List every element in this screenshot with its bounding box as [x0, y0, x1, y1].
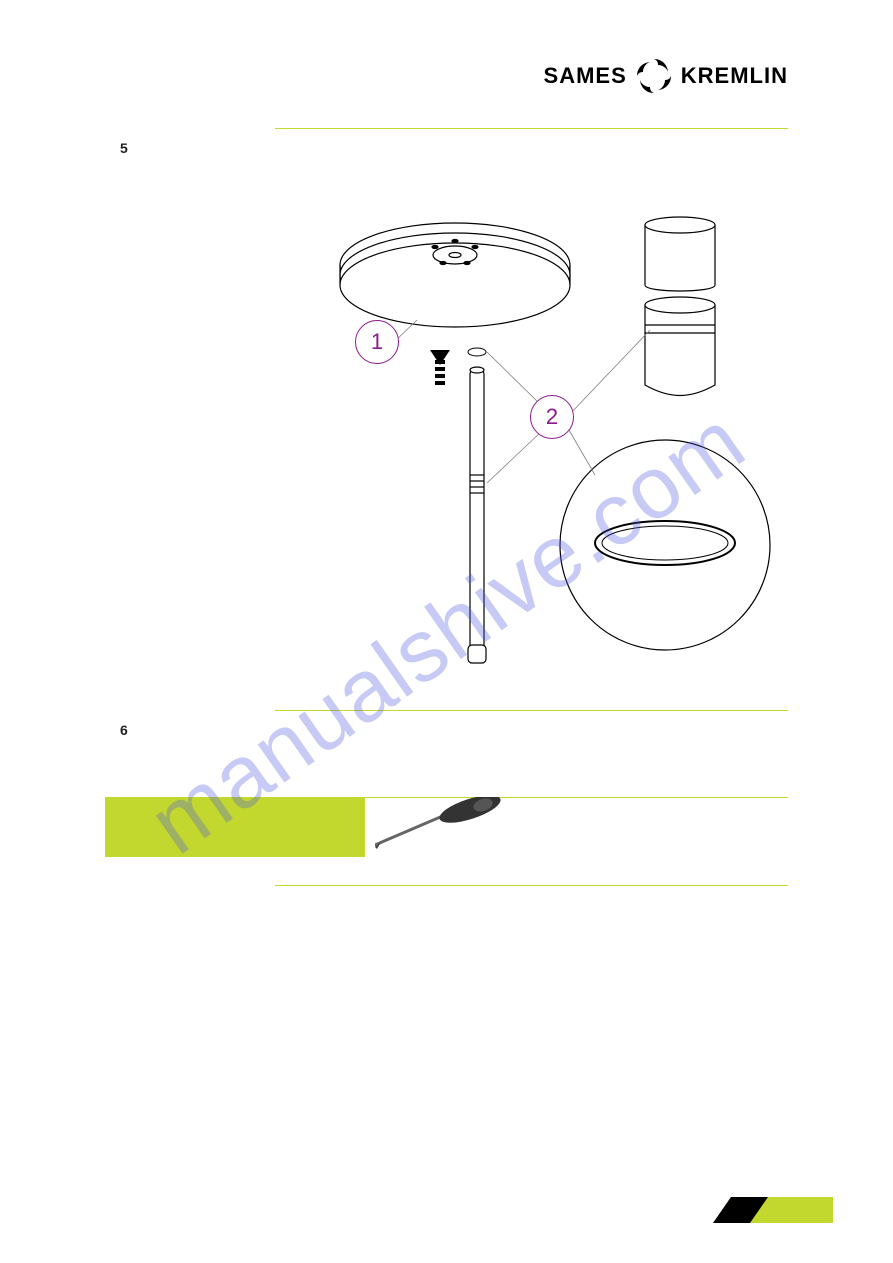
callout-1: 1: [355, 320, 399, 364]
tool-row-bottom-rule: [275, 885, 788, 886]
step-5-label: 5: [120, 140, 128, 156]
screwdriver-icon: [375, 797, 515, 852]
brand-right: KREMLIN: [681, 63, 788, 89]
brand-logo: SAMES KREMLIN: [544, 55, 788, 97]
callout-1-label: 1: [371, 329, 383, 355]
step-6-label: 6: [120, 722, 128, 738]
step-5-diagram: 1 2: [275, 155, 788, 695]
callout-2: 2: [530, 395, 574, 439]
step-6-rule: [275, 710, 788, 711]
brand-swirl-icon: [633, 55, 675, 97]
tool-label-box: [105, 797, 365, 857]
up-arrow-icon: [430, 350, 450, 385]
callout-2-label: 2: [546, 404, 558, 430]
step-5-rule: [275, 128, 788, 129]
brand-left: SAMES: [544, 63, 627, 89]
page-corner-icon: [713, 1197, 833, 1223]
